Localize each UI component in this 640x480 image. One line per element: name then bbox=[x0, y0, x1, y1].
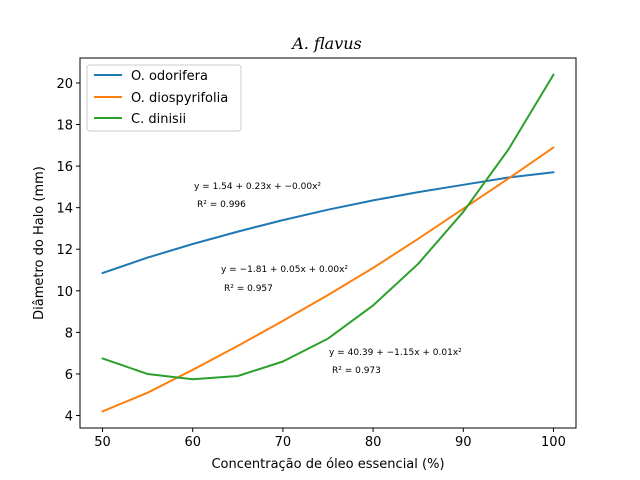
y-tick-label: 20 bbox=[56, 77, 73, 92]
legend: O. odorifera O. diospyrifolia C. dinisii bbox=[86, 64, 242, 132]
series-line-o-odorifera bbox=[101, 171, 555, 275]
y-tick-label: 4 bbox=[65, 410, 73, 425]
y-tick-label: 18 bbox=[56, 119, 73, 134]
series-layer bbox=[101, 73, 555, 413]
y-axis-ticks: 4 6 8 10 12 14 16 18 20 bbox=[56, 77, 80, 425]
y-tick-label: 16 bbox=[56, 160, 73, 175]
annotation-diospyrifolia-r2: R² = 0.957 bbox=[224, 284, 273, 294]
annotation-dinisii-equation: y = 40.39 + −1.15x + 0.01x² bbox=[329, 348, 462, 358]
fit-annotations: y = 1.54 + 0.23x + −0.00x² R² = 0.996 y … bbox=[194, 182, 462, 376]
plot-area bbox=[79, 57, 577, 429]
x-tick-label: 60 bbox=[184, 435, 201, 450]
legend-label-dinisii: C. dinisii bbox=[131, 112, 186, 127]
y-tick-label: 12 bbox=[56, 243, 73, 258]
x-axis-label: Concentração de óleo essencial (%) bbox=[211, 457, 444, 472]
legend-label-odorifera: O. odorifera bbox=[131, 69, 208, 84]
x-axis-ticks: 50 60 70 80 90 100 bbox=[94, 428, 566, 450]
plot-frame bbox=[79, 57, 577, 429]
y-tick-label: 8 bbox=[65, 326, 73, 341]
annotation-odorifera-r2: R² = 0.996 bbox=[197, 200, 246, 210]
x-tick-label: 90 bbox=[455, 435, 472, 450]
annotation-dinisii-r2: R² = 0.973 bbox=[332, 366, 381, 376]
x-tick-label: 70 bbox=[275, 435, 292, 450]
series-line-o-diospyrifolia bbox=[101, 146, 555, 413]
y-axis-label: Diâmetro do Halo (mm) bbox=[32, 166, 47, 320]
y-tick-label: 14 bbox=[56, 202, 73, 217]
chart-title: A. flavus bbox=[290, 34, 362, 53]
legend-label-diospyrifolia: O. diospyrifolia bbox=[131, 91, 228, 106]
x-tick-label: 80 bbox=[365, 435, 382, 450]
annotation-odorifera-equation: y = 1.54 + 0.23x + −0.00x² bbox=[194, 182, 321, 192]
series-line-c-dinisii bbox=[101, 73, 555, 381]
y-tick-label: 10 bbox=[56, 285, 73, 300]
x-tick-label: 50 bbox=[94, 435, 111, 450]
y-tick-label: 6 bbox=[65, 368, 73, 383]
x-tick-label: 100 bbox=[541, 435, 566, 450]
legend-box bbox=[86, 64, 242, 132]
annotation-diospyrifolia-equation: y = −1.81 + 0.05x + 0.00x² bbox=[221, 265, 348, 275]
